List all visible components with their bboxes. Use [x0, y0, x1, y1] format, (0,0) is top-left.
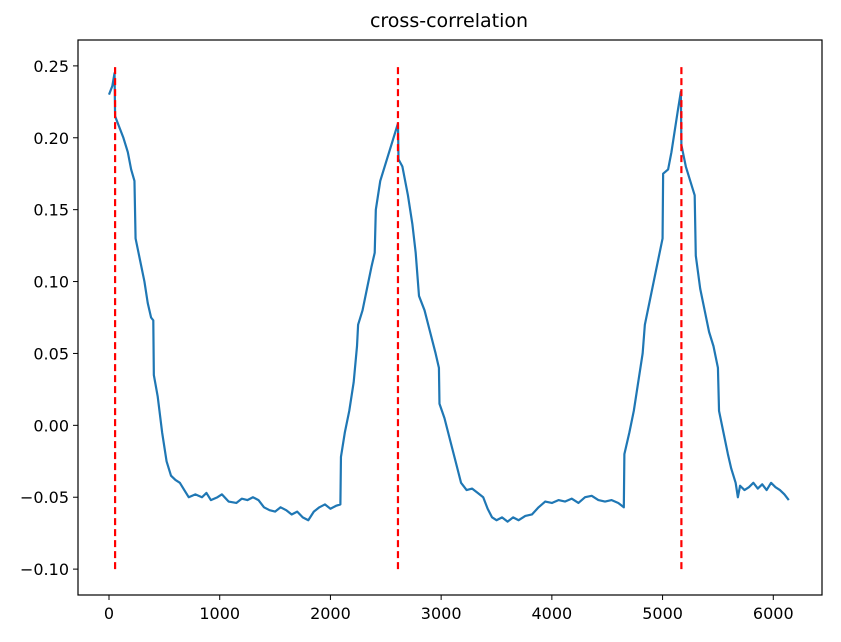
x-tick-label: 6000: [753, 604, 794, 623]
x-tick-label: 5000: [642, 604, 683, 623]
chart-title: cross-correlation: [370, 10, 528, 32]
y-tick-label: 0.05: [33, 344, 69, 363]
x-tick-label: 0: [104, 604, 114, 623]
y-tick-label: −0.05: [20, 488, 69, 507]
y-tick-label: 0.00: [33, 416, 69, 435]
y-tick-label: 0.20: [33, 129, 69, 148]
x-tick-label: 1000: [199, 604, 240, 623]
x-tick-label: 2000: [310, 604, 351, 623]
ticks-layer: 0 1000 2000 3000 4000 5000 6000 −0.10 −0.05 0.00 0…: [20, 57, 794, 623]
y-tick-label: 0.10: [33, 273, 69, 292]
y-tick-label: 0.15: [33, 201, 69, 220]
y-tick-label: 0.25: [33, 57, 69, 76]
lines-layer: [107, 65, 790, 570]
x-tick-label: 3000: [421, 604, 462, 623]
axes-frame: [77, 39, 823, 596]
x-tick-label: 4000: [531, 604, 572, 623]
y-tick-label: −0.10: [20, 560, 69, 579]
series-line-0: [107, 71, 790, 523]
